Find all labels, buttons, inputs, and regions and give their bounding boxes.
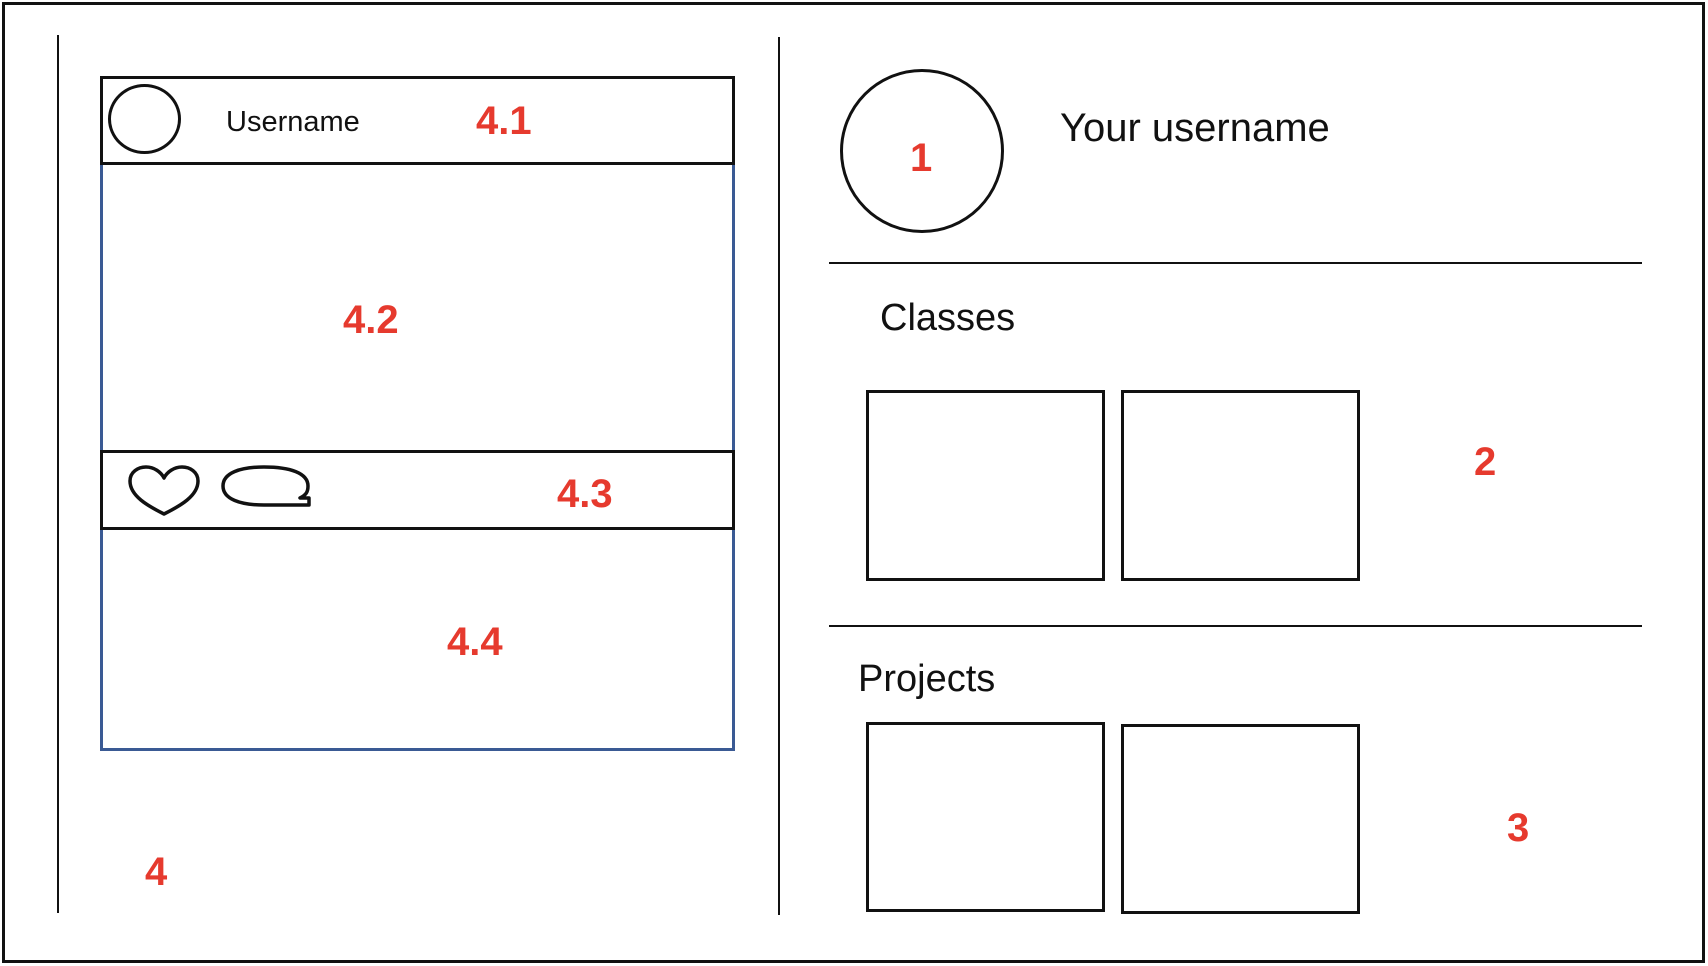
annotation-feed-column: 4	[145, 850, 168, 894]
annotation-profile-header: 1	[910, 136, 933, 180]
heart-icon[interactable]	[126, 464, 202, 520]
annotation-post-caption: 4.4	[447, 620, 503, 664]
comment-icon[interactable]	[220, 464, 315, 510]
annotation-post-header: 4.1	[476, 99, 532, 143]
annotation-classes-section: 2	[1474, 440, 1497, 484]
project-card[interactable]	[1121, 724, 1360, 914]
profile-avatar[interactable]	[840, 69, 1004, 233]
annotation-post-image: 4.2	[343, 298, 399, 342]
classes-title: Classes	[880, 297, 1016, 339]
annotation-post-actions: 4.3	[557, 472, 613, 516]
class-card[interactable]	[1121, 390, 1360, 581]
section-divider-classes	[829, 262, 1642, 264]
profile-username: Your username	[1060, 106, 1330, 150]
column-divider	[778, 37, 780, 915]
project-card[interactable]	[866, 722, 1105, 912]
projects-title: Projects	[858, 658, 996, 700]
post-header	[100, 76, 735, 165]
section-divider-projects	[829, 625, 1642, 627]
post-actions-bar	[100, 450, 735, 530]
feed-left-divider	[57, 35, 59, 913]
post-username[interactable]: Username	[226, 106, 360, 138]
feed-post	[100, 76, 735, 751]
annotation-projects-section: 3	[1507, 806, 1530, 850]
avatar-icon[interactable]	[108, 84, 181, 154]
class-card[interactable]	[866, 390, 1105, 581]
